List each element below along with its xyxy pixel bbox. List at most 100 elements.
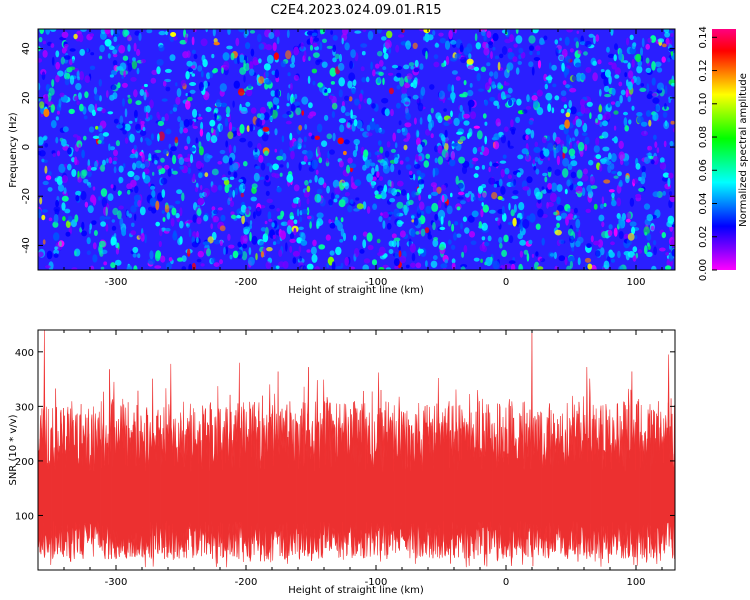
heatmap-cell [601, 231, 609, 239]
heatmap-cell [468, 128, 473, 137]
heatmap-cell [265, 175, 269, 181]
heatmap-cell [447, 239, 452, 245]
heatmap-cell [484, 242, 490, 247]
heatmap-cell [141, 86, 145, 90]
colorbar-gradient [712, 29, 736, 270]
heatmap-cell [601, 131, 609, 139]
heatmap-cell [537, 198, 542, 204]
heatmap-cell [396, 72, 402, 78]
heatmap-cell [481, 236, 486, 241]
heatmap-cell [308, 132, 313, 137]
heatmap-cell [445, 55, 450, 66]
heatmap-cell [616, 197, 622, 207]
heatmap-cell [79, 48, 85, 56]
heatmap-cell [627, 70, 634, 79]
heatmap-cell [451, 70, 458, 75]
heatmap-cell [129, 154, 136, 159]
heatmap-cell [300, 232, 306, 242]
heatmap-cell [279, 149, 284, 157]
heatmap-cell [652, 112, 659, 122]
heatmap-cell [286, 29, 290, 39]
heatmap-cell [78, 33, 84, 43]
heatmap-cell [404, 101, 410, 105]
heatmap-cell [582, 122, 588, 133]
heatmap-cell [603, 203, 607, 207]
heatmap-cell [158, 131, 165, 141]
heatmap-cell [669, 195, 675, 203]
heatmap-cell [175, 200, 181, 205]
heatmap-cell [149, 197, 157, 207]
snr-area [38, 330, 675, 568]
heatmap-cell [408, 170, 413, 176]
heatmap-cell [627, 233, 635, 241]
snr-frame [37, 329, 676, 571]
heatmap-cell [625, 89, 628, 98]
heatmap-cell [411, 219, 415, 223]
heatmap-cell [55, 199, 59, 208]
heatmap-cell [175, 82, 178, 87]
heatmap-cell [528, 239, 533, 245]
heatmap-cell [522, 109, 528, 114]
heatmap-cell [400, 99, 406, 104]
heatmap-cell [243, 161, 248, 167]
heatmap-cell [198, 172, 203, 179]
heatmap-cell [359, 94, 363, 99]
heatmap-cell [611, 170, 617, 175]
heatmap-cell [49, 29, 57, 32]
heatmap-cell [548, 62, 552, 70]
heatmap-cell [397, 169, 401, 175]
heatmap-cell [289, 245, 293, 253]
heatmap-cell [113, 166, 117, 174]
heatmap-cell [478, 185, 484, 193]
heatmap-cell [359, 249, 365, 254]
heatmap-cell [274, 173, 280, 179]
heatmap-cell [595, 250, 601, 257]
heatmap-cell [367, 244, 374, 251]
heatmap-cell [179, 236, 183, 245]
heatmap-cell [285, 242, 288, 252]
heatmap-cell [599, 89, 602, 97]
heatmap-cell [102, 159, 106, 166]
heatmap-cell [493, 71, 499, 80]
heatmap-cell [350, 199, 354, 205]
heatmap-cell [211, 257, 216, 264]
heatmap-cell [71, 58, 75, 64]
heatmap-cell [286, 173, 294, 183]
heatmap-cell [491, 81, 496, 90]
heatmap-cell [105, 223, 109, 232]
heatmap-cell [98, 196, 101, 201]
heatmap-cell [195, 137, 199, 144]
heatmap-cell [126, 210, 129, 217]
heatmap-cell [165, 128, 172, 135]
heatmap-cell [372, 69, 376, 77]
heatmap-cell [552, 83, 557, 88]
heatmap-cell [324, 92, 329, 96]
heatmap-cell [564, 188, 568, 195]
heatmap-cell [156, 58, 164, 66]
heatmap-cell [200, 263, 205, 267]
heatmap-cell [498, 178, 503, 187]
heatmap-cell [554, 229, 562, 236]
heatmap-cell [447, 118, 453, 125]
heatmap-cell [41, 71, 46, 80]
heatmap-cell [162, 80, 167, 87]
heatmap-cell [198, 146, 204, 156]
heatmap-cell [428, 194, 432, 199]
heatmap-cell [56, 150, 61, 157]
heatmap-cell [213, 209, 218, 215]
heatmap-cell [411, 190, 417, 198]
heatmap-cell [361, 51, 366, 56]
heatmap-cell [127, 94, 131, 98]
heatmap-cell [363, 258, 371, 264]
heatmap-cell [347, 205, 353, 213]
heatmap-cell [362, 164, 367, 171]
heatmap-cell [118, 176, 124, 184]
heatmap-cell [469, 83, 473, 88]
colorbar-tick-label: 0.00 [698, 259, 709, 281]
heatmap-cell [414, 59, 419, 68]
heatmap-cell [382, 77, 385, 86]
heatmap-cell [157, 120, 165, 127]
heatmap-cell [640, 83, 645, 87]
heatmap-cell [419, 172, 426, 178]
heatmap-cell [117, 190, 122, 195]
